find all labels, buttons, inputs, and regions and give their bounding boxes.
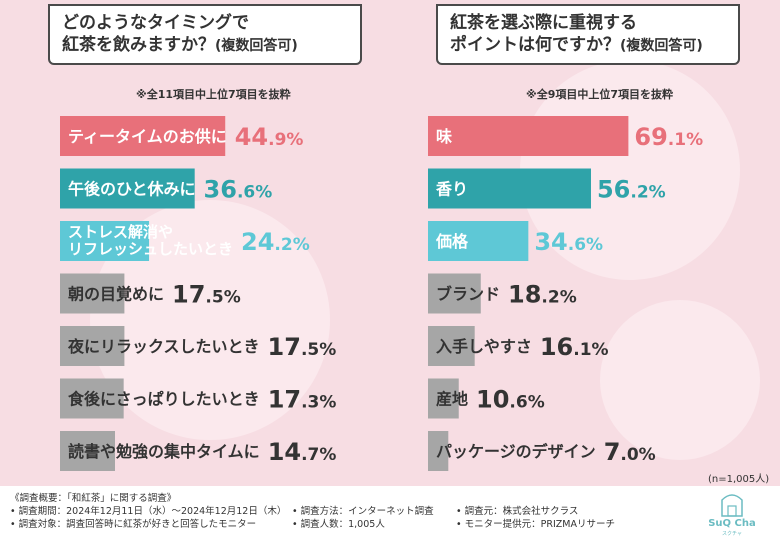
bar xyxy=(428,273,481,314)
bar xyxy=(60,221,150,261)
priority-question-title: 紅茶を選ぶ際に重視する ポイントは何ですか？ xyxy=(450,13,637,55)
value-label: 17.3% xyxy=(268,386,337,414)
bar xyxy=(60,273,125,314)
category-label: 食後にさっぱりしたいとき xyxy=(67,390,260,409)
sample-size: (n=1,005人) xyxy=(708,474,770,485)
timing-note: ※全11項目中上位7項目を抜粋 xyxy=(136,88,291,101)
value-label: 56.2% xyxy=(597,176,666,204)
category-label: ティータイムのお供に xyxy=(68,127,227,146)
category-label: 朝の目覚めに xyxy=(68,285,164,304)
priority-bar-chart: 味 69.1% 香り 56.2% 価格 34.6% ブランド 18.2% 入手しやすさ 16.1%… xyxy=(428,116,703,471)
bar xyxy=(60,431,115,471)
logo-text: SuQ Cha xyxy=(708,518,756,529)
survey-respondents: • 調査人数：1,005人 xyxy=(292,519,385,530)
category-label: ブランド xyxy=(436,285,500,304)
value-label: 17.5% xyxy=(172,281,241,309)
survey-footer: 《調査概要：「和紅茶」に関する調査》 • 調査期間：2024年12月11日（水）… xyxy=(0,486,780,540)
background-decoration xyxy=(600,300,760,460)
bar xyxy=(428,116,629,156)
priority-question-box: 紅茶を選ぶ際に重視する ポイントは何ですか？(複数回答可) xyxy=(436,4,740,65)
category-label: 読書や勉強の集中タイムに xyxy=(68,442,260,461)
timing-bar-chart: ティータイムのお供に 44.9% 午後のひと休みに 36.6% ストレス解消やリフレッシ… xyxy=(60,116,337,471)
timing-question-title: どのようなタイミングで 紅茶を飲みますか？ xyxy=(62,13,249,55)
bar xyxy=(428,378,459,419)
survey-overview: 《調査概要：「和紅茶」に関する調査》 xyxy=(10,493,177,504)
category-label: 味 xyxy=(436,127,452,146)
bar xyxy=(60,116,226,156)
timing-panel: どのようなタイミングで 紅茶を飲みますか？(複数回答可) ※全11項目中上位7項… xyxy=(8,0,388,471)
logo-subtext: スクチャ xyxy=(722,531,742,537)
value-label: 69.1% xyxy=(634,123,703,151)
bar xyxy=(60,378,124,419)
value-label: 17.5% xyxy=(268,333,337,361)
value-label: 24.2% xyxy=(241,228,310,256)
value-label: 34.6% xyxy=(534,228,603,256)
category-label: パッケージのデザイン xyxy=(436,442,596,461)
value-label: 16.1% xyxy=(540,333,609,361)
category-label: 香り xyxy=(435,180,468,199)
survey-period: • 調査期間：2024年12月11日（水）～2024年12月12日（木） xyxy=(10,506,287,517)
category-label: 午後のひと休みに xyxy=(68,180,196,199)
priority-question-suffix: (複数回答可) xyxy=(620,38,703,54)
survey-method: • 調査方法：インターネット調査 xyxy=(292,506,434,517)
priority-note: ※全9項目中上位7項目を抜粋 xyxy=(526,88,674,101)
survey-target: • 調査対象：調査回答時に紅茶が好きと回答したモニター xyxy=(10,519,257,530)
value-label: 7.0% xyxy=(604,438,656,466)
timing-question-box: どのようなタイミングで 紅茶を飲みますか？(複数回答可) xyxy=(48,4,362,65)
value-label: 10.6% xyxy=(476,386,545,414)
category-label: 産地 xyxy=(436,390,468,409)
bar xyxy=(60,168,195,209)
survey-provider: • モニター提供元：PRIZMAリサーチ xyxy=(456,519,615,530)
timing-question-suffix: (複数回答可) xyxy=(215,38,298,54)
survey-organizer: • 調査元：株式会社サクラス xyxy=(456,506,579,517)
bar xyxy=(428,431,449,471)
category-label: 夜にリラックスしたいとき xyxy=(67,337,260,356)
category-label: 入手しやすさ xyxy=(436,337,532,356)
priority-panel: 紅茶を選ぶ際に重視する ポイントは何ですか？(複数回答可) ※全9項目中上位7項… xyxy=(400,0,780,471)
value-label: 44.9% xyxy=(235,123,304,151)
value-label: 36.6% xyxy=(204,176,273,204)
value-label: 18.2% xyxy=(508,281,577,309)
teapot-icon xyxy=(721,494,743,517)
bar xyxy=(428,221,529,261)
brand-logo: SuQ Cha スクチャ xyxy=(700,486,764,537)
category-label: 価格 xyxy=(435,232,469,251)
value-label: 14.7% xyxy=(268,438,337,466)
category-label: ストレス解消やリフレッシュしたいとき xyxy=(68,223,233,258)
bar xyxy=(428,326,475,366)
bar xyxy=(428,168,591,209)
bar xyxy=(60,326,125,366)
